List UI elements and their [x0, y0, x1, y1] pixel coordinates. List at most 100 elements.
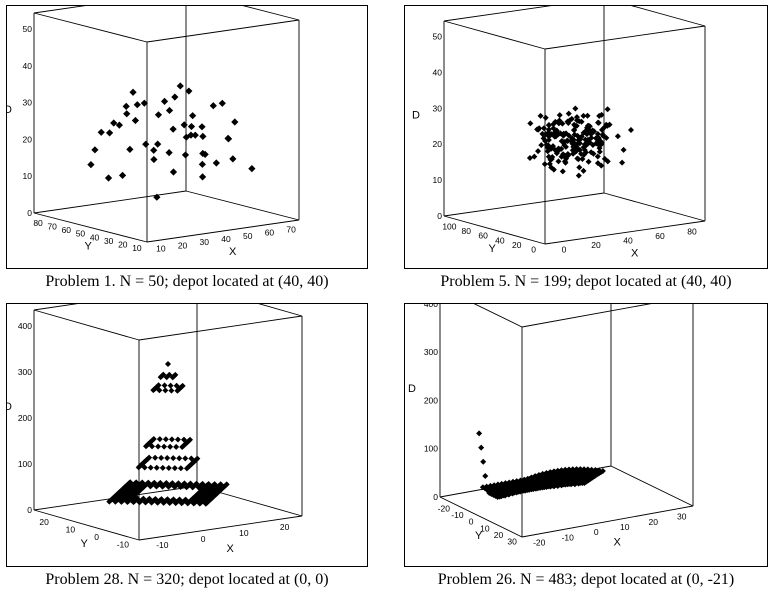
data-point	[165, 464, 172, 471]
data-point	[140, 99, 148, 107]
x-axis-line	[521, 505, 694, 538]
data-point	[555, 470, 562, 477]
data-point	[561, 142, 568, 149]
top-edge	[33, 6, 86, 14]
data-point	[188, 455, 195, 462]
x-tick-label: 0	[594, 527, 599, 537]
data-point	[187, 122, 196, 131]
x-tick-label: 0	[562, 245, 567, 255]
z-tick-label: 300	[18, 367, 32, 377]
data-point	[531, 153, 538, 160]
data-point	[594, 130, 601, 137]
data-point	[231, 118, 239, 126]
x-tick-label: 20	[591, 240, 601, 250]
data-point	[503, 485, 510, 492]
data-point	[495, 484, 502, 491]
chart-panel-4: 0100200300400-20-100102030-20-100102030X…	[404, 303, 768, 567]
back-floor-edge	[610, 465, 694, 507]
y-axis-label: Y	[489, 243, 497, 255]
data-point	[528, 475, 535, 482]
data-point	[584, 112, 591, 119]
x-axis-label: X	[229, 246, 237, 258]
data-point	[218, 99, 226, 107]
data-point	[182, 496, 189, 503]
y-tick-label: 0	[469, 517, 474, 527]
data-point	[543, 141, 550, 148]
y-axis-label: Y	[475, 530, 483, 542]
data-point	[535, 148, 542, 155]
data-point	[536, 474, 543, 481]
data-point	[173, 443, 180, 450]
data-point	[167, 382, 174, 389]
z-tick-label: 50	[433, 32, 443, 42]
data-point	[164, 496, 171, 503]
data-point	[133, 479, 140, 486]
top-edge	[473, 304, 523, 328]
data-point	[163, 480, 170, 487]
data-point	[139, 479, 146, 486]
x-tick-label: 10	[239, 528, 249, 538]
data-point	[499, 488, 506, 495]
data-point	[594, 153, 601, 160]
data-point	[122, 102, 130, 110]
data-point	[535, 481, 542, 488]
data-point	[162, 436, 169, 443]
data-point	[142, 140, 150, 148]
top-edge	[146, 19, 300, 43]
x-tick-label: 40	[221, 234, 231, 244]
data-point	[545, 153, 552, 160]
y-tick-label: 20	[494, 530, 504, 540]
x-axis-label: X	[631, 248, 639, 260]
data-point	[507, 490, 514, 497]
data-point	[199, 149, 207, 158]
y-tick-label: -10	[451, 510, 464, 520]
data-point	[580, 112, 587, 119]
data-point	[110, 119, 118, 127]
data-point	[597, 469, 604, 476]
y-tick-label: 60	[62, 225, 72, 235]
data-point	[543, 472, 550, 479]
chart-panel-1: 0 10 20 30 40 50 10 20 30 40 50 60 70 80 70 60 50 40 30 20 1…	[6, 5, 368, 269]
data-point	[165, 149, 173, 157]
data-point	[151, 479, 158, 486]
data-point	[199, 132, 207, 141]
data-point	[198, 160, 206, 168]
data-point	[105, 129, 114, 137]
x-tick-label: 30	[200, 237, 210, 247]
data-point	[538, 142, 545, 149]
data-point	[567, 476, 574, 483]
x-tick-label: 0	[201, 534, 206, 544]
data-point	[555, 130, 562, 137]
data-point	[157, 479, 164, 486]
data-point	[603, 134, 610, 141]
top-edge	[33, 12, 148, 43]
data-point	[154, 111, 163, 119]
data-point	[557, 471, 564, 478]
data-point	[229, 155, 237, 163]
data-point	[198, 173, 207, 181]
data-point	[493, 485, 500, 492]
data-point	[158, 454, 165, 461]
data-point	[198, 123, 206, 131]
data-point	[177, 465, 184, 472]
data-point	[248, 165, 256, 173]
y-tick-label: 20	[512, 240, 522, 250]
data-point	[620, 146, 627, 153]
data-point	[115, 121, 123, 129]
data-point	[185, 87, 193, 95]
data-point	[565, 472, 572, 479]
data-point	[535, 126, 542, 133]
data-point	[187, 436, 194, 443]
y-tick-label: 100	[442, 221, 456, 231]
data-point	[496, 482, 503, 489]
data-point	[552, 118, 559, 125]
z-tick-label: 10	[433, 175, 443, 185]
x-axis-line	[138, 515, 303, 541]
data-point	[563, 155, 570, 162]
data-point	[181, 480, 188, 487]
top-edge	[443, 20, 546, 50]
data-point	[168, 436, 175, 443]
data-point	[559, 168, 566, 175]
data-point	[551, 471, 558, 478]
x-tick-label: 50	[243, 231, 253, 241]
